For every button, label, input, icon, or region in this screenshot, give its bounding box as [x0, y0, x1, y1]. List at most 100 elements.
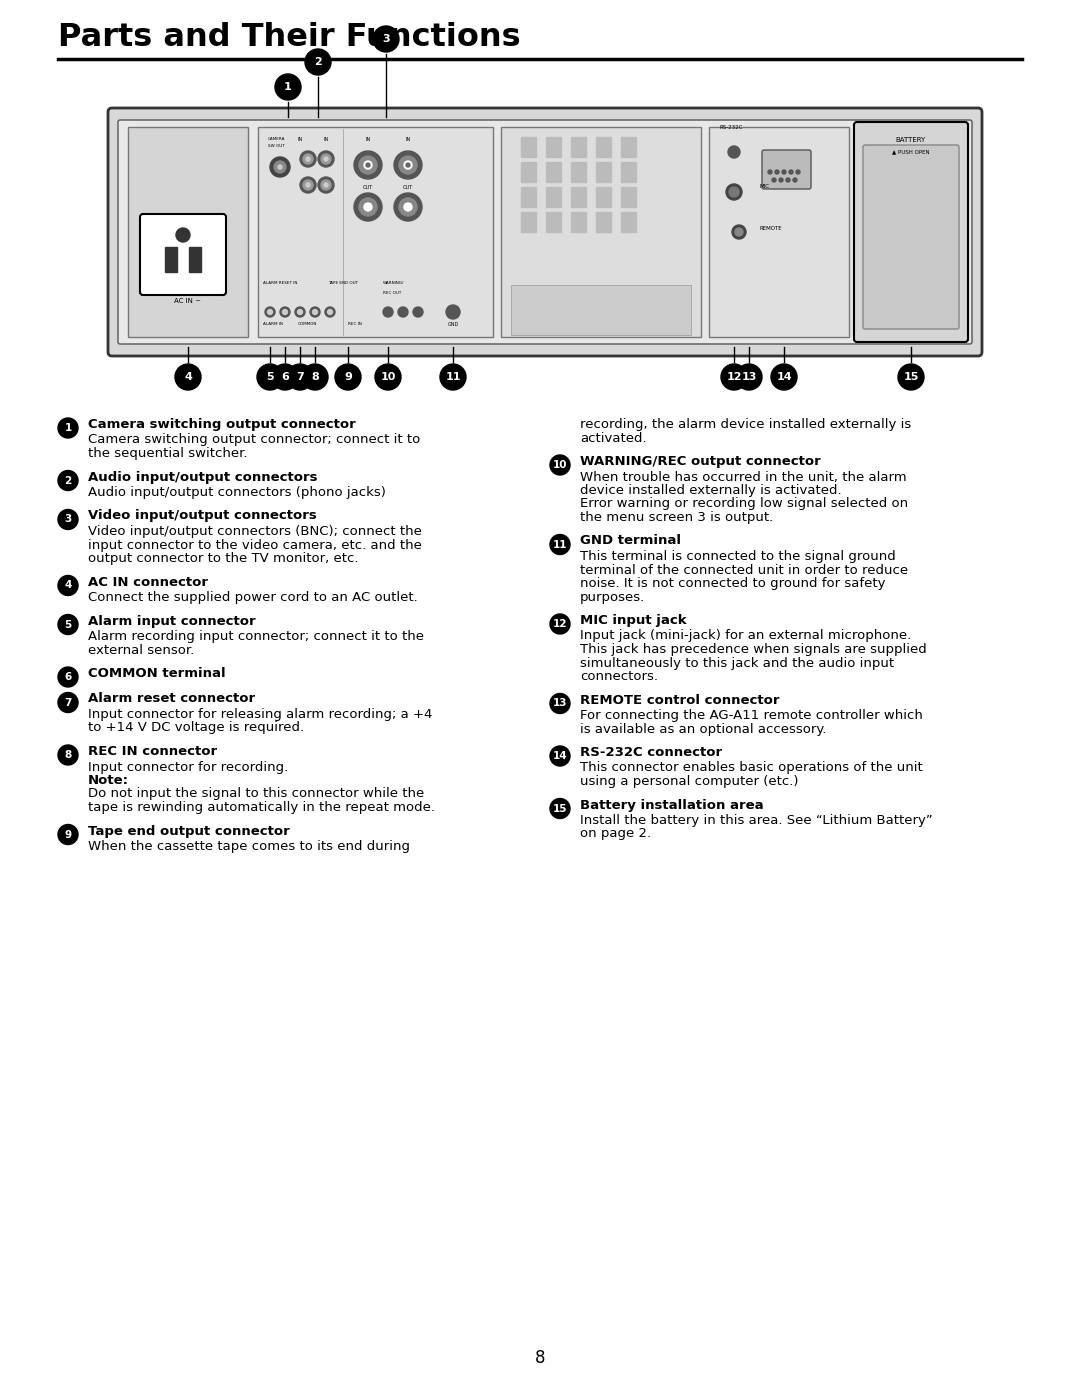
- Text: Connect the supplied power cord to an AC outlet.: Connect the supplied power cord to an AC…: [87, 591, 418, 604]
- Circle shape: [321, 154, 330, 163]
- Circle shape: [58, 418, 78, 439]
- Circle shape: [721, 365, 747, 390]
- Text: REC OUT: REC OUT: [383, 291, 402, 295]
- Circle shape: [295, 307, 305, 317]
- Text: ALARM RESET IN: ALARM RESET IN: [264, 281, 297, 285]
- Circle shape: [373, 27, 399, 52]
- Text: AC IN ~: AC IN ~: [175, 298, 202, 305]
- Text: 15: 15: [553, 803, 567, 813]
- Bar: [571, 137, 586, 156]
- Circle shape: [550, 693, 570, 714]
- Text: Do not input the signal to this connector while the: Do not input the signal to this connecto…: [87, 788, 424, 800]
- Circle shape: [176, 228, 190, 242]
- Text: Camera switching output connector: Camera switching output connector: [87, 418, 355, 432]
- Text: 7: 7: [65, 697, 71, 707]
- Circle shape: [280, 307, 291, 317]
- Circle shape: [729, 187, 739, 197]
- Text: 9: 9: [345, 372, 352, 381]
- Text: Tape end output connector: Tape end output connector: [87, 824, 289, 837]
- Circle shape: [440, 365, 465, 390]
- Circle shape: [375, 365, 401, 390]
- Circle shape: [782, 170, 786, 175]
- Circle shape: [789, 170, 793, 175]
- Circle shape: [771, 365, 797, 390]
- Circle shape: [366, 163, 370, 168]
- Circle shape: [318, 177, 334, 193]
- Text: 9: 9: [65, 830, 71, 840]
- Text: GND: GND: [447, 321, 459, 327]
- Circle shape: [550, 799, 570, 819]
- Circle shape: [772, 177, 777, 182]
- Text: Error warning or recording low signal selected on: Error warning or recording low signal se…: [580, 497, 908, 510]
- Text: 14: 14: [553, 752, 567, 761]
- Circle shape: [735, 365, 762, 390]
- Bar: [521, 212, 536, 232]
- FancyBboxPatch shape: [863, 145, 959, 330]
- Text: 13: 13: [741, 372, 757, 381]
- Circle shape: [394, 151, 422, 179]
- Bar: [571, 162, 586, 182]
- Circle shape: [897, 365, 924, 390]
- Text: 10: 10: [553, 460, 567, 469]
- Circle shape: [312, 310, 318, 314]
- Circle shape: [58, 510, 78, 529]
- Circle shape: [58, 666, 78, 687]
- Circle shape: [726, 184, 742, 200]
- Circle shape: [359, 156, 377, 175]
- Circle shape: [175, 365, 201, 390]
- Text: MIC: MIC: [759, 184, 769, 190]
- Text: recording, the alarm device installed externally is: recording, the alarm device installed ex…: [580, 418, 912, 432]
- Text: simultaneously to this jack and the audio input: simultaneously to this jack and the audi…: [580, 657, 894, 669]
- Circle shape: [272, 365, 298, 390]
- Text: using a personal computer (etc.): using a personal computer (etc.): [580, 775, 798, 788]
- Text: REMOTE control connector: REMOTE control connector: [580, 693, 780, 707]
- FancyBboxPatch shape: [140, 214, 226, 295]
- Circle shape: [406, 163, 410, 168]
- Circle shape: [58, 824, 78, 845]
- Circle shape: [394, 193, 422, 221]
- Text: For connecting the AG-A11 remote controller which: For connecting the AG-A11 remote control…: [580, 710, 923, 722]
- Circle shape: [399, 198, 417, 217]
- Text: Alarm recording input connector; connect it to the: Alarm recording input connector; connect…: [87, 630, 424, 643]
- Text: Install the battery in this area. See “Lithium Battery”: Install the battery in this area. See “L…: [580, 814, 933, 827]
- Circle shape: [413, 307, 423, 317]
- Text: output connector to the TV monitor, etc.: output connector to the TV monitor, etc.: [87, 552, 359, 564]
- Text: SW OUT: SW OUT: [268, 144, 285, 148]
- Text: When trouble has occurred in the unit, the alarm: When trouble has occurred in the unit, t…: [580, 471, 906, 483]
- Circle shape: [399, 156, 417, 175]
- Bar: [521, 187, 536, 207]
- Text: 3: 3: [65, 514, 71, 524]
- Circle shape: [265, 307, 275, 317]
- Text: to +14 V DC voltage is required.: to +14 V DC voltage is required.: [87, 721, 305, 735]
- Text: 2: 2: [65, 475, 71, 486]
- Text: 4: 4: [65, 581, 71, 591]
- Text: TAPE END OUT: TAPE END OUT: [328, 281, 359, 285]
- Text: 1: 1: [65, 423, 71, 433]
- Text: RS-232C: RS-232C: [719, 124, 743, 130]
- Circle shape: [404, 161, 411, 169]
- Text: input connector to the video camera, etc. and the: input connector to the video camera, etc…: [87, 538, 422, 552]
- Text: purposes.: purposes.: [580, 591, 645, 604]
- Text: COMMON terminal: COMMON terminal: [87, 666, 226, 680]
- Circle shape: [364, 203, 372, 211]
- Text: 13: 13: [553, 698, 567, 708]
- Text: Note:: Note:: [87, 774, 129, 787]
- Text: Parts and Their Functions: Parts and Their Functions: [58, 22, 521, 53]
- Circle shape: [779, 177, 783, 182]
- Circle shape: [58, 615, 78, 634]
- Text: When the cassette tape comes to its end during: When the cassette tape comes to its end …: [87, 840, 410, 854]
- Bar: [621, 212, 636, 232]
- Text: 5: 5: [266, 372, 274, 381]
- Circle shape: [268, 310, 272, 314]
- Bar: [546, 187, 561, 207]
- Text: Audio input/output connectors (phono jacks): Audio input/output connectors (phono jac…: [87, 486, 386, 499]
- Text: tape is rewinding automatically in the repeat mode.: tape is rewinding automatically in the r…: [87, 800, 435, 814]
- Text: 8: 8: [311, 372, 319, 381]
- Text: Input connector for releasing alarm recording; a +4: Input connector for releasing alarm reco…: [87, 708, 432, 721]
- Circle shape: [354, 151, 382, 179]
- Bar: [596, 162, 611, 182]
- Text: Camera switching output connector; connect it to: Camera switching output connector; conne…: [87, 433, 420, 447]
- Text: is available as an optional accessory.: is available as an optional accessory.: [580, 722, 826, 735]
- Text: external sensor.: external sensor.: [87, 644, 194, 657]
- Circle shape: [786, 177, 789, 182]
